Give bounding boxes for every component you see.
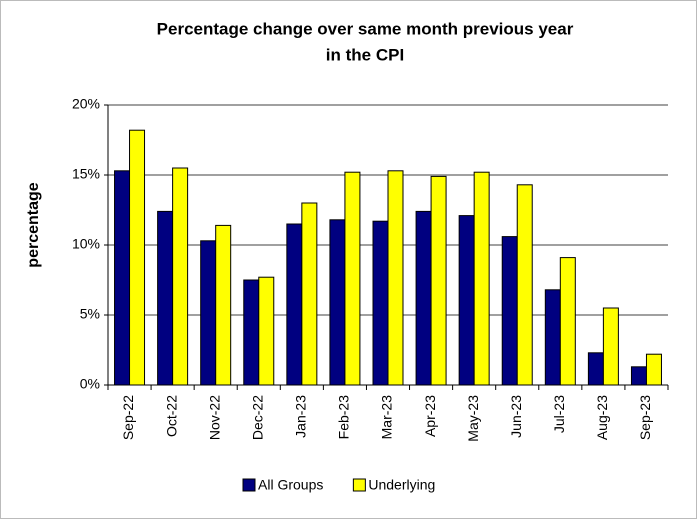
x-tick-label: Feb-23 [336,395,352,440]
y-tick-label: 5% [80,306,100,322]
y-tick-label: 15% [72,166,100,182]
legend-swatch [242,478,256,492]
x-tick-label: Dec-22 [249,395,265,440]
x-tick-label: Mar-23 [379,395,395,440]
bar [200,240,217,386]
bar [387,170,404,386]
bar [258,276,275,386]
bar [172,167,189,386]
y-tick-label: 0% [80,376,100,392]
bar [559,257,576,386]
x-tick-label: Nov-22 [206,395,222,440]
legend-label: All Groups [258,477,323,493]
bar [301,202,318,386]
x-tick-label: May-23 [465,395,481,442]
legend-label: Underlying [368,477,435,493]
bar [516,184,533,386]
x-tick-label: Sep-22 [120,395,136,440]
bar [114,170,131,386]
bar [243,279,260,386]
bar [157,210,174,386]
bar [587,352,604,386]
bar [501,236,518,386]
bar [286,223,303,386]
bar [630,366,647,386]
x-tick-label: Apr-23 [422,395,438,437]
bar [215,224,232,386]
x-tick-label: Jun-23 [508,395,524,438]
bar [372,220,389,386]
x-tick-label: Aug-23 [594,395,610,440]
bar [645,353,662,386]
y-tick-label: 10% [72,236,100,252]
chart-title: in the CPI [326,45,404,64]
x-tick-label: Jul-23 [551,395,567,433]
x-tick-label: Jan-23 [293,395,309,438]
bar [473,171,490,386]
y-axis-label: percentage [25,182,42,267]
bar [544,289,561,386]
bar [458,215,475,386]
bar [129,129,146,386]
bar [344,171,361,386]
bar [415,210,432,386]
chart-title: Percentage change over same month previo… [157,19,574,38]
bar [430,175,447,386]
legend-swatch [352,478,366,492]
x-tick-label: Oct-22 [163,395,179,437]
y-tick-label: 20% [72,96,100,112]
bar [329,219,346,386]
x-tick-label: Sep-23 [637,395,653,440]
bar [602,307,619,386]
